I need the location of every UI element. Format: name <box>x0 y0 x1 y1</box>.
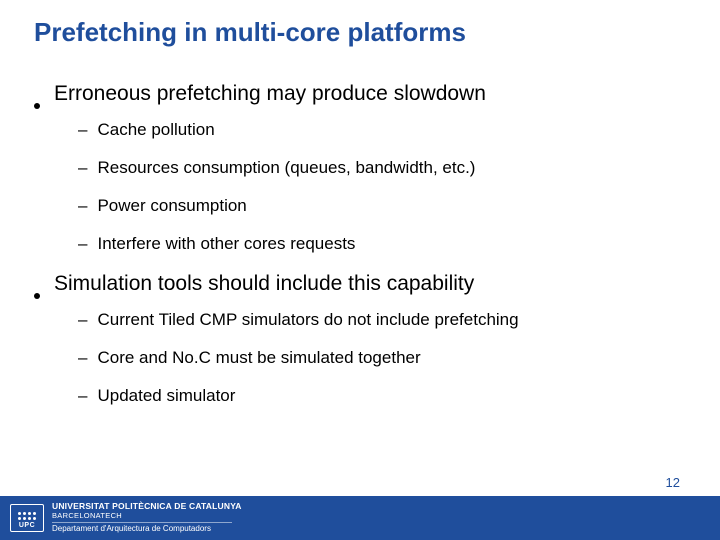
bullet-text: Current Tiled CMP simulators do not incl… <box>97 310 518 330</box>
bullet-text: Updated simulator <box>97 386 235 406</box>
page-number: 12 <box>666 475 680 490</box>
bullet-level2: – Interfere with other cores requests <box>78 234 686 254</box>
bullet-text: Power consumption <box>97 196 246 216</box>
bullet-level1: Erroneous prefetching may produce slowdo… <box>34 82 686 106</box>
footer-bar: UPC UNIVERSITAT POLITÈCNICA DE CATALUNYA… <box>0 496 720 540</box>
divider-icon <box>52 522 232 523</box>
footer-text-block: UNIVERSITAT POLITÈCNICA DE CATALUNYA BAR… <box>52 502 242 533</box>
logo-dots-icon <box>18 512 36 515</box>
bullet-level2: – Cache pollution <box>78 120 686 140</box>
upc-logo-icon: UPC <box>10 504 44 532</box>
logo-label: UPC <box>19 522 35 529</box>
dash-icon: – <box>78 120 87 140</box>
slide: Prefetching in multi-core platforms Erro… <box>0 0 720 540</box>
bullet-dot-icon <box>34 293 40 299</box>
dash-icon: – <box>78 234 87 254</box>
bullet-text: Cache pollution <box>97 120 214 140</box>
dash-icon: – <box>78 196 87 216</box>
logo-dots-icon <box>18 517 36 520</box>
bullet-level1: Simulation tools should include this cap… <box>34 272 686 296</box>
dash-icon: – <box>78 310 87 330</box>
bullet-dot-icon <box>34 103 40 109</box>
dash-icon: – <box>78 158 87 178</box>
footer-barcelonatech: BARCELONATECH <box>52 512 242 520</box>
slide-title: Prefetching in multi-core platforms <box>34 18 686 48</box>
bullet-level2: – Updated simulator <box>78 386 686 406</box>
bullet-text: Erroneous prefetching may produce slowdo… <box>54 82 486 106</box>
bullet-level2: – Current Tiled CMP simulators do not in… <box>78 310 686 330</box>
bullet-level2: – Resources consumption (queues, bandwid… <box>78 158 686 178</box>
bullet-text: Resources consumption (queues, bandwidth… <box>97 158 475 178</box>
bullet-level2: – Core and No.C must be simulated togeth… <box>78 348 686 368</box>
bullet-level2: – Power consumption <box>78 196 686 216</box>
footer-department: Departament d'Arquitectura de Computador… <box>52 525 242 534</box>
dash-icon: – <box>78 348 87 368</box>
bullet-text: Core and No.C must be simulated together <box>97 348 420 368</box>
bullet-text: Simulation tools should include this cap… <box>54 272 474 296</box>
bullet-text: Interfere with other cores requests <box>97 234 355 254</box>
dash-icon: – <box>78 386 87 406</box>
